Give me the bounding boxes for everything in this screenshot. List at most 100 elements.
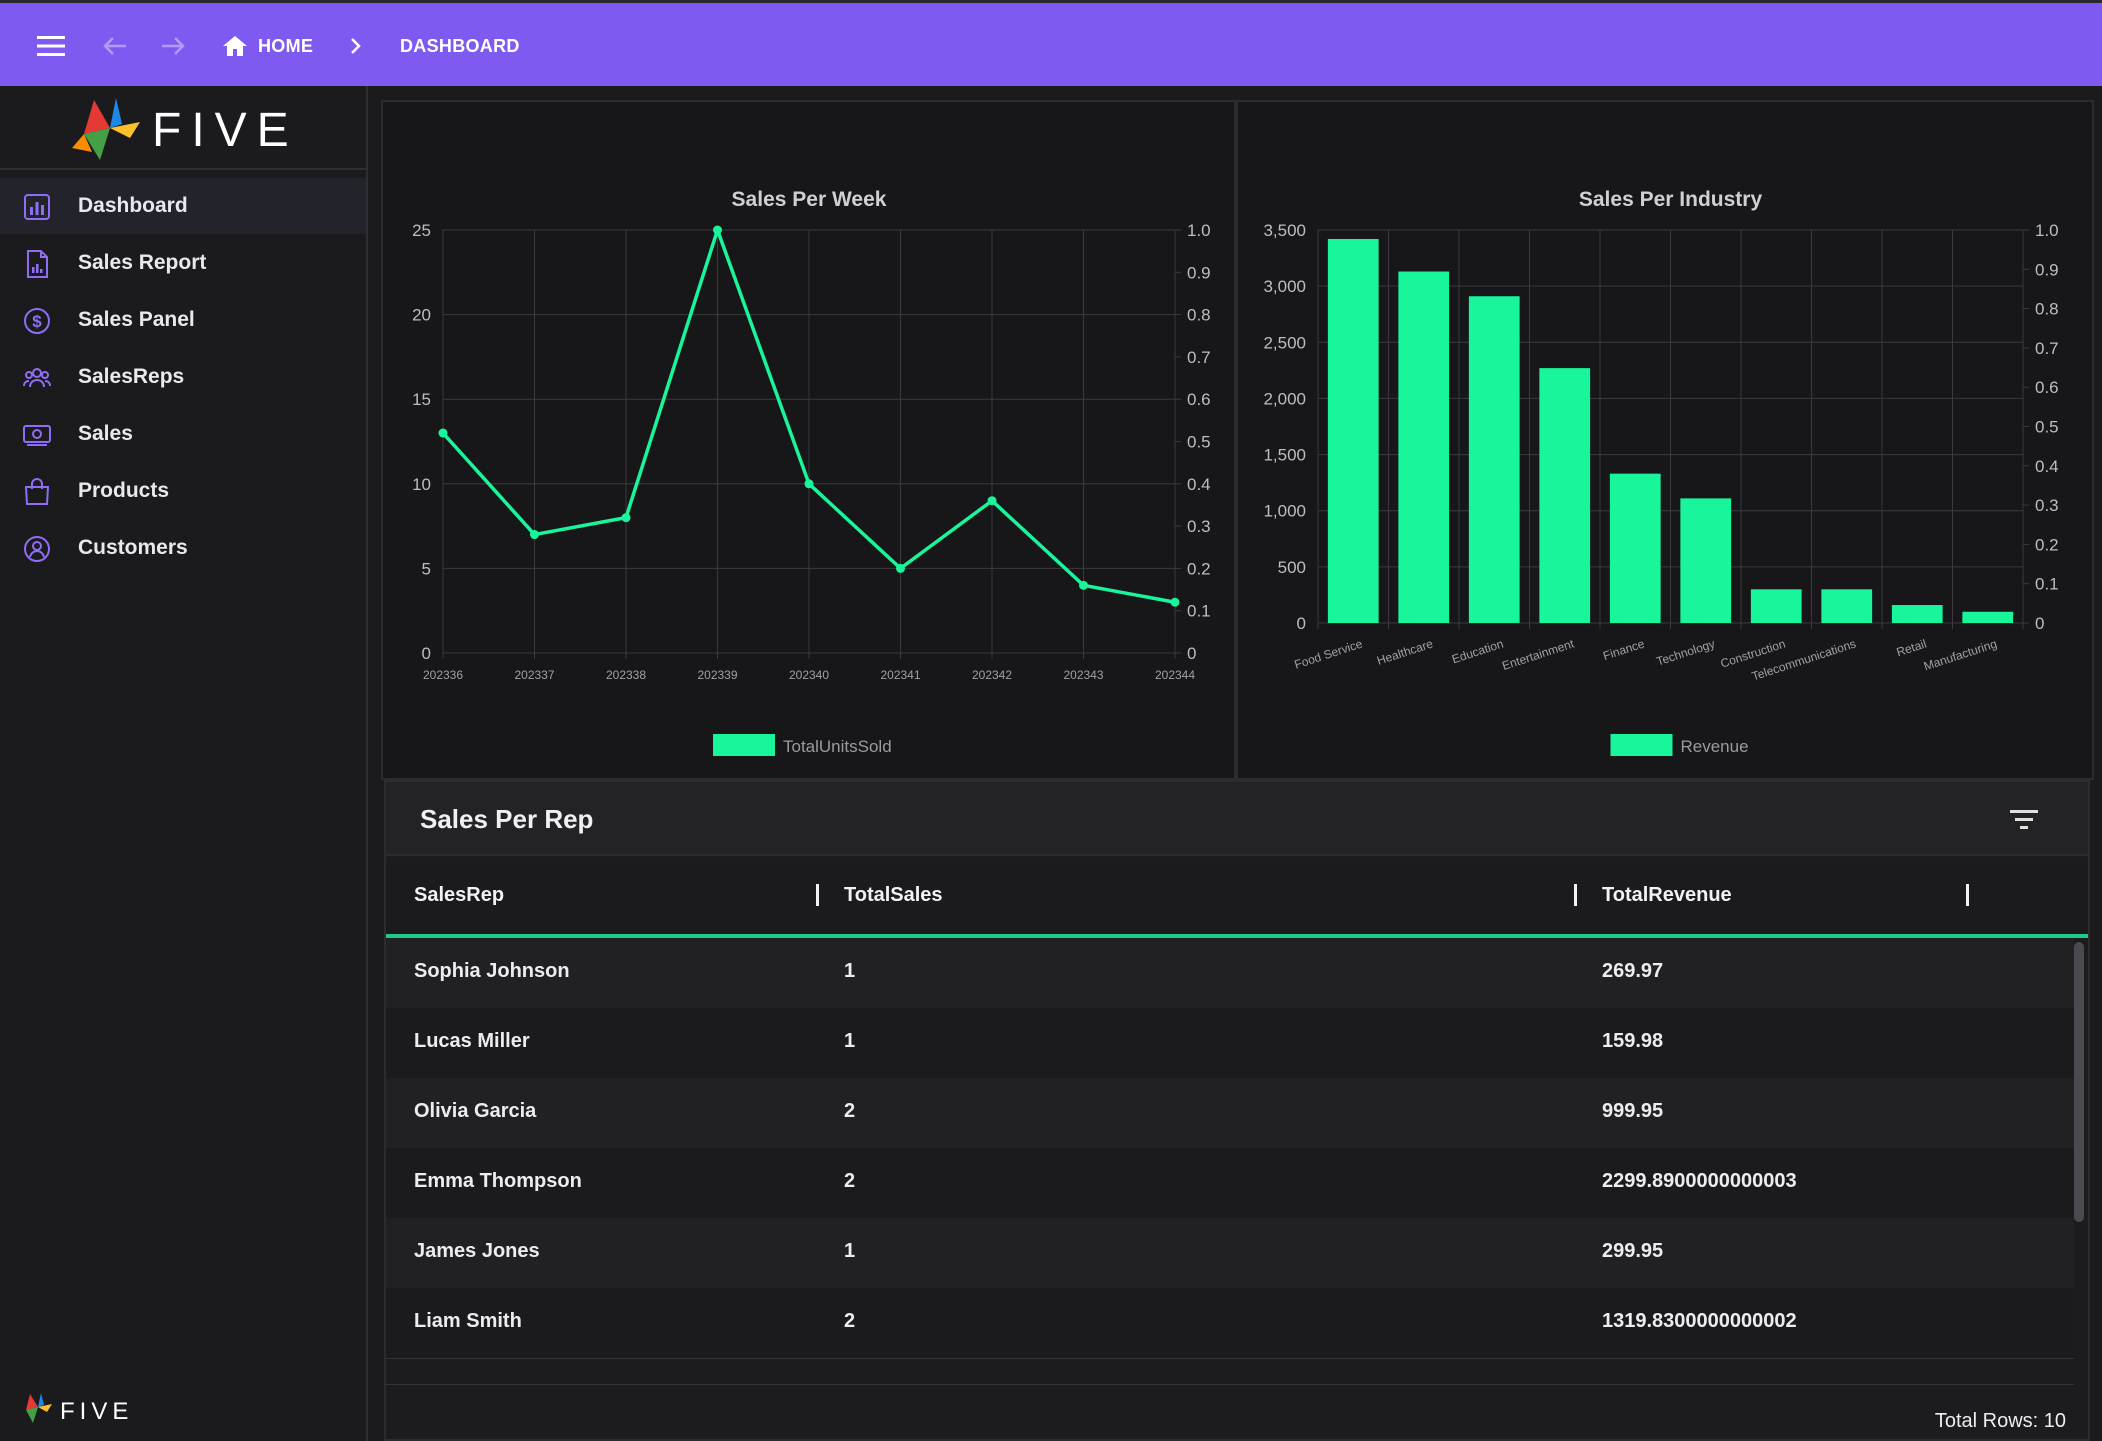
y-tick-label: 0 bbox=[1297, 614, 1306, 633]
sidebar-item-sales[interactable]: Sales bbox=[0, 406, 366, 462]
y2-tick-label: 0.1 bbox=[2035, 575, 2059, 594]
sidebar-item-salesreps[interactable]: SalesReps bbox=[0, 349, 366, 405]
cell-totalsales: 1 bbox=[844, 960, 856, 982]
chart-title: Sales Per Week bbox=[732, 188, 887, 211]
data-point bbox=[804, 479, 814, 489]
y2-tick-label: 0.9 bbox=[2035, 260, 2059, 279]
sidebar-item-label: SalesReps bbox=[78, 365, 185, 388]
sales-per-industry-chart: Sales Per Industry 0 500 1,000 1,500 2,000 2,5… bbox=[1263, 188, 2059, 756]
column-resize-handle[interactable] bbox=[1966, 884, 1969, 906]
cell-salesrep: Liam Smith bbox=[414, 1310, 522, 1332]
sidebar-item-sales-report[interactable]: Sales Report bbox=[0, 235, 366, 291]
cell-totalsales: 1 bbox=[844, 1030, 856, 1052]
data-point bbox=[1079, 580, 1088, 590]
bar-manufacturing bbox=[1962, 611, 2014, 623]
sidebar-item-label: Products bbox=[78, 479, 170, 502]
sidebar-item-sales-panel[interactable]: $ Sales Panel bbox=[0, 292, 366, 348]
x-tick-label: 202339 bbox=[697, 668, 737, 682]
shopping-bag-icon bbox=[24, 478, 50, 505]
table-footer-divider bbox=[386, 1384, 2074, 1385]
y-tick-label: 10 bbox=[412, 475, 431, 494]
table-row[interactable]: Liam Smith 2 1319.8300000000002 bbox=[386, 1288, 2074, 1359]
data-point bbox=[713, 225, 722, 235]
y-tick-label: 15 bbox=[412, 390, 431, 409]
y-tick-label: 0 bbox=[422, 644, 431, 663]
cell-totalrevenue: 269.97 bbox=[1602, 960, 1664, 982]
y-tick-label: 3,000 bbox=[1263, 277, 1306, 296]
y-tick-label: 25 bbox=[412, 221, 431, 240]
filter-icon[interactable] bbox=[2010, 808, 2038, 830]
hamburger-menu-icon[interactable] bbox=[34, 3, 68, 89]
cell-totalrevenue: 999.95 bbox=[1602, 1100, 1664, 1122]
data-point bbox=[438, 428, 448, 438]
x-tick-label: Entertainment bbox=[1500, 636, 1576, 673]
y2-tick-label: 0.9 bbox=[1187, 263, 1211, 282]
column-header-salesrep[interactable]: SalesRep bbox=[414, 884, 505, 906]
y2-tick-label: 0.7 bbox=[1187, 348, 1211, 367]
bar-food-service bbox=[1327, 238, 1379, 624]
cell-totalrevenue: 159.98 bbox=[1602, 1030, 1664, 1052]
legend-label: Revenue bbox=[1681, 737, 1749, 756]
breadcrumb-home[interactable]: HOME bbox=[258, 35, 314, 56]
home-icon[interactable] bbox=[220, 3, 250, 89]
y2-tick-label: 0.8 bbox=[1187, 306, 1211, 325]
y-tick-label: 1,500 bbox=[1263, 446, 1306, 465]
logo-area: FIVE bbox=[0, 86, 366, 170]
cell-salesrep: Sophia Johnson bbox=[414, 960, 570, 982]
top-bar: HOME DASHBOARD bbox=[0, 0, 2102, 86]
x-tick-label: Finance bbox=[1601, 636, 1646, 663]
column-resize-handle[interactable] bbox=[1574, 884, 1577, 906]
table-row[interactable]: Sophia Johnson 1 269.97 bbox=[386, 938, 2074, 1009]
report-file-icon bbox=[27, 250, 48, 278]
y2-tick-label: 0 bbox=[2035, 614, 2044, 633]
sidebar-item-dashboard[interactable]: Dashboard bbox=[0, 178, 366, 234]
table-row[interactable]: Lucas Miller 1 159.98 bbox=[386, 1008, 2074, 1079]
bar-finance bbox=[1609, 473, 1661, 623]
column-header-totalrevenue[interactable]: TotalRevenue bbox=[1602, 884, 1732, 906]
cash-icon bbox=[23, 425, 51, 446]
y-tick-label: 5 bbox=[422, 559, 431, 578]
sidebar-item-customers[interactable]: Customers bbox=[0, 520, 366, 576]
cell-totalsales: 2 bbox=[844, 1100, 856, 1122]
y-tick-label: 20 bbox=[412, 306, 431, 325]
sales-per-industry-panel: Sales Per Industry 0 500 1,000 1,500 2,000 2,5… bbox=[1236, 100, 2094, 780]
bar-chart-icon bbox=[24, 194, 50, 220]
y2-tick-label: 0.1 bbox=[1187, 602, 1211, 621]
y2-tick-label: 0.2 bbox=[2035, 535, 2059, 554]
cell-totalsales: 1 bbox=[844, 1240, 856, 1262]
table-row[interactable]: James Jones 1 299.95 bbox=[386, 1218, 2074, 1289]
table-row[interactable]: Emma Thompson 2 2299.8900000000003 bbox=[386, 1148, 2074, 1219]
user-circle-icon bbox=[24, 536, 50, 562]
dollar-circle-icon: $ bbox=[24, 308, 50, 334]
back-arrow-icon[interactable] bbox=[98, 3, 132, 89]
five-footer-logo: FIVE bbox=[26, 1393, 133, 1425]
y-tick-label: 3,500 bbox=[1263, 221, 1306, 240]
x-tick-label: 202341 bbox=[880, 668, 920, 682]
y2-tick-label: 0.6 bbox=[1187, 390, 1211, 409]
svg-text:FIVE: FIVE bbox=[60, 1398, 133, 1425]
x-tick-label: Technology bbox=[1655, 637, 1717, 669]
bar-retail bbox=[1891, 605, 1943, 623]
bar-construction bbox=[1750, 589, 1802, 623]
column-header-totalsales[interactable]: TotalSales bbox=[844, 884, 943, 906]
x-tick-label: 202340 bbox=[789, 668, 829, 682]
forward-arrow-icon[interactable] bbox=[156, 3, 190, 89]
cell-totalrevenue: 2299.8900000000003 bbox=[1602, 1170, 1797, 1192]
five-logo: FIVE bbox=[72, 98, 289, 160]
table-row[interactable]: Olivia Garcia 2 999.95 bbox=[386, 1078, 2074, 1149]
sidebar-item-products[interactable]: Products bbox=[0, 463, 366, 519]
sales-per-rep-table: Sales Per Rep SalesRep TotalSales TotalR… bbox=[384, 780, 2090, 1441]
cell-totalsales: 2 bbox=[844, 1170, 856, 1192]
sidebar-item-label: Dashboard bbox=[78, 194, 188, 217]
data-point bbox=[530, 530, 539, 540]
cell-salesrep: Olivia Garcia bbox=[414, 1100, 537, 1122]
y-tick-label: 2,000 bbox=[1263, 389, 1306, 408]
data-point bbox=[1170, 597, 1180, 607]
sales-per-week-chart: Sales Per Week 0 5 10 15 20 25 0 0.1 0.2 0.3 0.4 0.5… bbox=[412, 188, 1211, 756]
column-resize-handle[interactable] bbox=[816, 884, 819, 906]
legend-swatch bbox=[1610, 734, 1673, 756]
x-tick-label: 202337 bbox=[514, 668, 554, 682]
bar-education bbox=[1468, 296, 1520, 623]
table-scrollbar[interactable] bbox=[2074, 942, 2084, 1222]
y-tick-label: 1,000 bbox=[1263, 502, 1306, 521]
